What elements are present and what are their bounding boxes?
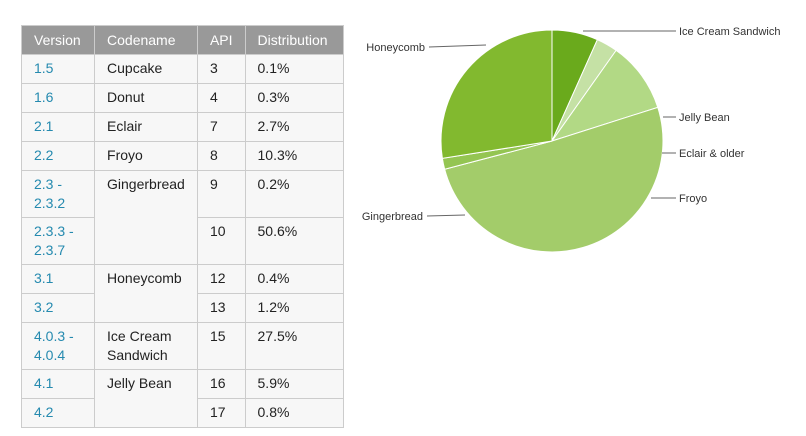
api-cell: 16 <box>196 369 246 399</box>
version-link[interactable]: 3.1 <box>34 270 54 286</box>
table-header-row: Version Codename API Distribution <box>20 25 345 55</box>
version-link[interactable]: 4.2 <box>34 404 54 420</box>
version-cell: 2.3 - 2.3.2 <box>20 170 96 218</box>
distribution-cell: 0.8% <box>244 398 345 428</box>
api-cell: 10 <box>196 217 246 265</box>
slice-label-gingerbread: Gingerbread <box>362 211 423 223</box>
version-cell: 2.2 <box>20 141 96 171</box>
distribution-cell: 50.6% <box>244 217 345 265</box>
header-distribution: Distribution <box>244 25 345 55</box>
version-cell: 4.0.3 - 4.0.4 <box>20 322 96 370</box>
codename-cell: Cupcake <box>94 54 198 84</box>
version-link[interactable]: 2.3 - 2.3.2 <box>34 176 66 211</box>
api-cell: 17 <box>196 398 246 428</box>
version-link[interactable]: 3.2 <box>34 299 54 315</box>
api-cell: 4 <box>196 83 246 113</box>
codename-cell: Donut <box>94 83 198 113</box>
distribution-table: Version Codename API Distribution 1.5 Cu… <box>20 25 345 428</box>
version-link[interactable]: 4.1 <box>34 375 54 391</box>
version-link[interactable]: 1.5 <box>34 60 54 76</box>
version-cell: 1.6 <box>20 83 96 113</box>
slice-label-froyo: Froyo <box>679 193 707 205</box>
api-cell: 3 <box>196 54 246 84</box>
pie-slice-froyo <box>550 49 659 142</box>
distribution-cell: 0.4% <box>244 264 345 294</box>
version-link[interactable]: 2.1 <box>34 118 54 134</box>
version-cell: 3.2 <box>20 293 96 323</box>
table-row: 1.6 Donut 4 0.3% <box>20 83 345 113</box>
table-row: 4.1 Jelly Bean 16 5.9% <box>20 369 345 428</box>
version-link[interactable]: 2.3.3 - 2.3.7 <box>34 223 74 258</box>
slice-label-honeycomb: Honeycomb <box>366 42 425 54</box>
header-version: Version <box>20 25 96 55</box>
slice-label-ice-cream-sandwich: Ice Cream Sandwich <box>679 26 781 38</box>
codename-cell: Ice Cream Sandwich <box>94 322 198 370</box>
leader-line-honeycomb <box>428 44 487 48</box>
distribution-cell: 0.3% <box>244 83 345 113</box>
header-api: API <box>196 25 246 55</box>
pie-slice-gingerbread <box>444 106 664 253</box>
api-cell: 8 <box>196 141 246 171</box>
version-link[interactable]: 4.0.3 - 4.0.4 <box>34 328 74 363</box>
table-row: 2.3 - 2.3.2 Gingerbread 9 0.2% <box>20 170 345 265</box>
table-row: 2.2 Froyo 8 10.3% <box>20 141 345 171</box>
api-cell: 9 <box>196 170 246 218</box>
codename-cell: Gingerbread <box>94 170 198 265</box>
distribution-cell: 5.9% <box>244 369 345 399</box>
table-row: 1.5 Cupcake 3 0.1% <box>20 54 345 84</box>
version-cell: 2.1 <box>20 112 96 142</box>
api-cell: 15 <box>196 322 246 370</box>
slice-label-jelly-bean: Jelly Bean <box>679 112 730 124</box>
version-cell: 1.5 <box>20 54 96 84</box>
codename-cell: Froyo <box>94 141 198 171</box>
codename-cell: Jelly Bean <box>94 369 198 428</box>
table-row: 4.2 17 0.8% <box>20 398 345 428</box>
api-cell: 13 <box>196 293 246 323</box>
api-cell: 7 <box>196 112 246 142</box>
header-codename: Codename <box>94 25 198 55</box>
leader-line-gingerbread <box>426 214 466 217</box>
version-link[interactable]: 1.6 <box>34 89 54 105</box>
slice-label-eclair-older: Eclair & older <box>679 148 745 160</box>
version-cell: 4.2 <box>20 398 96 428</box>
codename-cell: Eclair <box>94 112 198 142</box>
pie-slice-ice-cream-sandwich <box>440 29 553 159</box>
distribution-cell: 0.2% <box>244 170 345 218</box>
version-cell: 4.1 <box>20 369 96 399</box>
table-row: 2.1 Eclair 7 2.7% <box>20 112 345 142</box>
distribution-cell: 2.7% <box>244 112 345 142</box>
version-link[interactable]: 2.2 <box>34 147 54 163</box>
